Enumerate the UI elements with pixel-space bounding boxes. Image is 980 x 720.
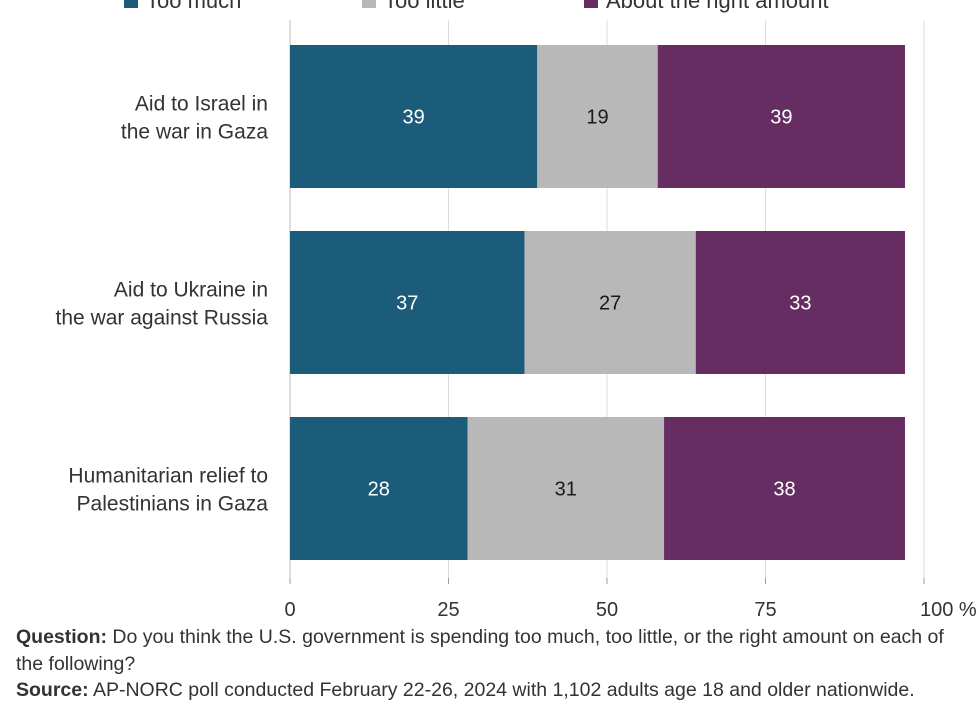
legend-swatch-too-much <box>124 0 138 8</box>
data-label: 38 <box>773 479 795 501</box>
legend-item-too-little: Too little <box>362 0 465 14</box>
legend-label-about-right: About the right amount <box>606 0 829 13</box>
bar-segment <box>657 45 905 188</box>
bar-segment <box>695 231 905 374</box>
tick-label: 75 <box>754 599 776 621</box>
data-label: 33 <box>789 293 811 315</box>
data-label: 39 <box>770 107 792 129</box>
legend-label-too-much: Too much <box>146 0 242 13</box>
bar-segment <box>290 231 525 374</box>
source-label: Source: <box>16 679 89 701</box>
bar-segment <box>524 231 696 374</box>
legend-item-about-right: About the right amount <box>584 0 829 14</box>
legend-label-too-little: Too little <box>384 0 465 13</box>
category-label: Aid to Ukraine in <box>114 279 268 302</box>
tick-label: 50 <box>596 599 618 621</box>
tick-label: 25 <box>437 599 459 621</box>
question-note: Question: Do you think the U.S. governme… <box>16 624 966 677</box>
bar-segment <box>290 45 538 188</box>
category-label: Aid to Israel in <box>135 93 268 116</box>
data-label: 19 <box>586 107 608 129</box>
data-label: 37 <box>396 293 418 315</box>
tick-label: 100 % <box>920 599 977 621</box>
category-label: the war in Gaza <box>121 121 268 144</box>
bar-segment <box>467 417 665 560</box>
category-label: the war against Russia <box>56 307 269 330</box>
tick-label: 0 <box>284 599 295 621</box>
legend-swatch-about-right <box>584 0 598 8</box>
data-label: 27 <box>599 293 621 315</box>
data-label: 28 <box>368 479 390 501</box>
source-note: Source: AP-NORC poll conducted February … <box>16 677 966 704</box>
legend-item-too-much: Too much <box>124 0 241 14</box>
chart-footer: Question: Do you think the U.S. governme… <box>16 624 966 704</box>
question-text: Do you think the U.S. government is spen… <box>16 626 944 675</box>
category-label: Palestinians in Gaza <box>77 493 269 516</box>
category-label: Humanitarian relief to <box>68 465 268 488</box>
legend-swatch-too-little <box>362 0 376 8</box>
bar-segment <box>537 45 658 188</box>
legend: Too much Too little About the right amou… <box>0 0 980 14</box>
bar-segment <box>664 417 905 560</box>
data-label: 39 <box>403 107 425 129</box>
question-label: Question: <box>16 626 107 648</box>
data-label: 31 <box>555 479 577 501</box>
stacked-bar-chart: 39 19 39 Aid to Israel in the war in Gaza 37 2… <box>56 20 977 621</box>
source-text: AP-NORC poll conducted February 22-26, 2… <box>92 679 915 701</box>
bar-segment <box>290 417 468 560</box>
